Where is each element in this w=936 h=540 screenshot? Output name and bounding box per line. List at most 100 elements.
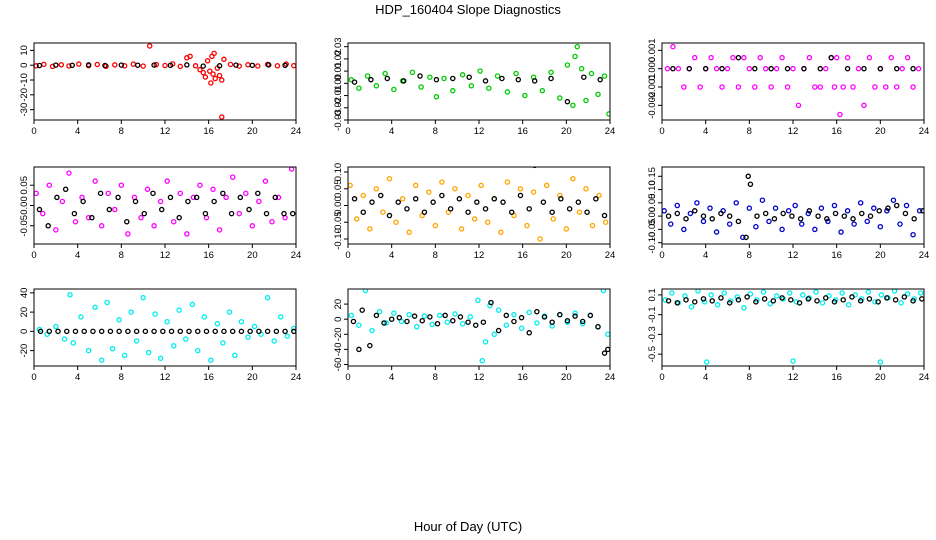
hourly-mean-point [203, 328, 210, 335]
hourly-mean-point [447, 206, 454, 212]
data-point [823, 65, 829, 72]
data-point [34, 190, 39, 197]
hourly-mean-point [211, 198, 217, 205]
data-point [583, 97, 589, 104]
data-point [819, 300, 826, 306]
data-point [878, 292, 885, 298]
hourly-mean-point [518, 314, 525, 321]
x-tick-label: 8 [433, 126, 438, 137]
data-point [851, 221, 857, 227]
x-tick-label: 24 [605, 126, 616, 137]
data-point [719, 84, 725, 90]
data-point [98, 223, 105, 229]
x-tick-label: 8 [433, 250, 438, 261]
data-point [798, 221, 805, 227]
x-tick-label: 4 [703, 250, 708, 261]
data-point [452, 311, 458, 317]
x-tick-label: 20 [247, 372, 258, 383]
data-point [152, 311, 158, 317]
hourly-mean-point [500, 199, 506, 205]
data-point [899, 65, 905, 72]
hourly-mean-point [264, 328, 271, 335]
hourly-mean-point [465, 209, 471, 215]
y-tick-label: 0.00 [19, 196, 30, 215]
data-point [840, 84, 846, 90]
data-point [406, 229, 412, 236]
data-point [362, 289, 369, 294]
hourly-mean-point [718, 210, 724, 217]
data-point [800, 292, 806, 298]
x-tick-label: 16 [831, 372, 842, 383]
hourly-mean-point [892, 297, 899, 303]
hourly-mean-point [442, 312, 448, 319]
hourly-mean-point [450, 75, 456, 82]
hourly-mean-point [875, 299, 881, 305]
hourly-mean-point [526, 206, 532, 212]
hourly-mean-point [683, 297, 689, 303]
data-point [414, 323, 420, 330]
data-point [543, 182, 550, 189]
hourly-mean-point [265, 62, 272, 68]
data-point [229, 174, 236, 180]
hourly-mean-point [709, 298, 715, 304]
hourly-mean-point [221, 328, 227, 335]
x-tick-label: 4 [389, 250, 394, 261]
y-tick-label: 0.05 [333, 180, 344, 199]
data-point [409, 69, 416, 76]
data-point [197, 66, 203, 73]
data-point [140, 63, 146, 69]
hourly-mean-point [281, 210, 287, 217]
x-tick-label: 24 [919, 372, 930, 383]
data-point [67, 292, 73, 298]
hourly-mean-point [920, 208, 924, 214]
data-point [757, 54, 764, 61]
data-point [570, 175, 576, 182]
data-point [382, 70, 388, 77]
data-point [271, 338, 277, 344]
data-point [471, 216, 478, 222]
y-tick-label: -0.10 [647, 232, 658, 254]
hourly-mean-point [282, 62, 288, 69]
x-tick-label: 0 [31, 372, 36, 383]
data-point [713, 65, 720, 72]
hourly-mean-point [102, 62, 108, 69]
figure-title: HDP_160404 Slope Diagnostics [375, 2, 561, 17]
hourly-mean-point [85, 62, 92, 68]
data-point [444, 319, 451, 325]
hourly-mean-point [151, 328, 157, 335]
data-point [600, 289, 607, 294]
data-point [746, 65, 753, 72]
y-tick-label: -0.03 [333, 109, 344, 131]
data-point [891, 289, 898, 294]
hourly-mean-point [64, 328, 70, 335]
hourly-mean-point [133, 328, 140, 335]
hourly-mean-point [229, 328, 236, 335]
data-point [439, 179, 445, 185]
data-point [53, 323, 59, 330]
y-tick-label: -0.1 [647, 306, 658, 322]
data-point [393, 219, 399, 225]
hourly-mean-point [421, 209, 428, 215]
data-point [145, 349, 152, 356]
hourly-mean-point [450, 317, 456, 324]
hourly-mean-point [726, 213, 733, 219]
hourly-mean-point [89, 214, 95, 221]
y-tick-label: 0 [333, 317, 344, 322]
data-point [487, 302, 493, 309]
data-point [140, 294, 146, 301]
data-point [779, 226, 785, 233]
x-tick-label: 0 [345, 126, 350, 137]
data-point [812, 84, 818, 90]
hourly-mean-point [220, 190, 226, 197]
data-point [714, 302, 721, 308]
data-point [177, 190, 184, 197]
hourly-mean-point [386, 212, 393, 219]
data-point [741, 305, 747, 311]
data-point [534, 320, 540, 326]
hourly-mean-point [256, 328, 262, 335]
x-tick-label: 8 [119, 250, 124, 261]
hourly-mean-point [381, 320, 387, 326]
hourly-mean-point [404, 206, 410, 212]
hourly-mean-point [601, 350, 608, 356]
hourly-mean-point [744, 294, 750, 300]
